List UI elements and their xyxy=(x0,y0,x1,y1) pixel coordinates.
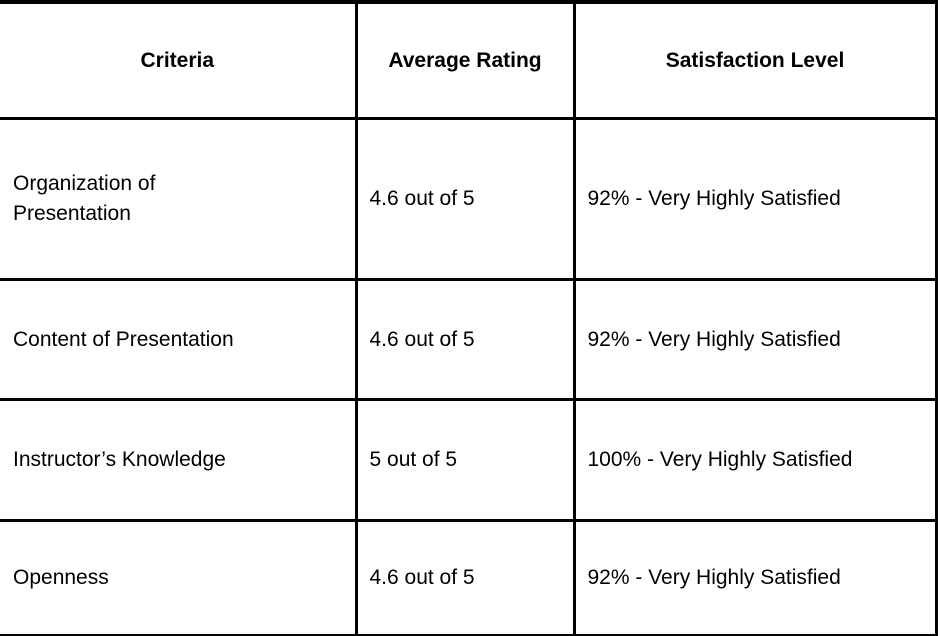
table-row: Content of Presentation 4.6 out of 5 92%… xyxy=(0,278,938,401)
rating-cell: 5 out of 5 xyxy=(354,398,576,522)
table-header-row: Criteria Average Rating Satisfaction Lev… xyxy=(0,0,938,120)
rating-cell: 4.6 out of 5 xyxy=(354,519,576,636)
header-satisfaction-level: Satisfaction Level xyxy=(572,0,938,120)
rating-cell: 4.6 out of 5 xyxy=(354,117,576,281)
satisfaction-cell: 100% - Very Highly Satisfied xyxy=(572,398,938,522)
header-average-rating: Average Rating xyxy=(354,0,576,120)
table-row: Openness 4.6 out of 5 92% - Very Highly … xyxy=(0,519,938,636)
satisfaction-cell: 92% - Very Highly Satisfied xyxy=(572,519,938,636)
criteria-cell: Instructor’s Knowledge xyxy=(0,398,358,522)
criteria-cell: Content of Presentation xyxy=(0,278,358,401)
criteria-cell: Openness xyxy=(0,519,358,636)
table-row: Instructor’s Knowledge 5 out of 5 100% -… xyxy=(0,398,938,522)
table-row: Organization of Presentation 4.6 out of … xyxy=(0,117,938,281)
satisfaction-cell: 92% - Very Highly Satisfied xyxy=(572,117,938,281)
header-criteria: Criteria xyxy=(0,0,358,120)
rating-cell: 4.6 out of 5 xyxy=(354,278,576,401)
satisfaction-cell: 92% - Very Highly Satisfied xyxy=(572,278,938,401)
criteria-cell: Organization of Presentation xyxy=(0,117,358,281)
